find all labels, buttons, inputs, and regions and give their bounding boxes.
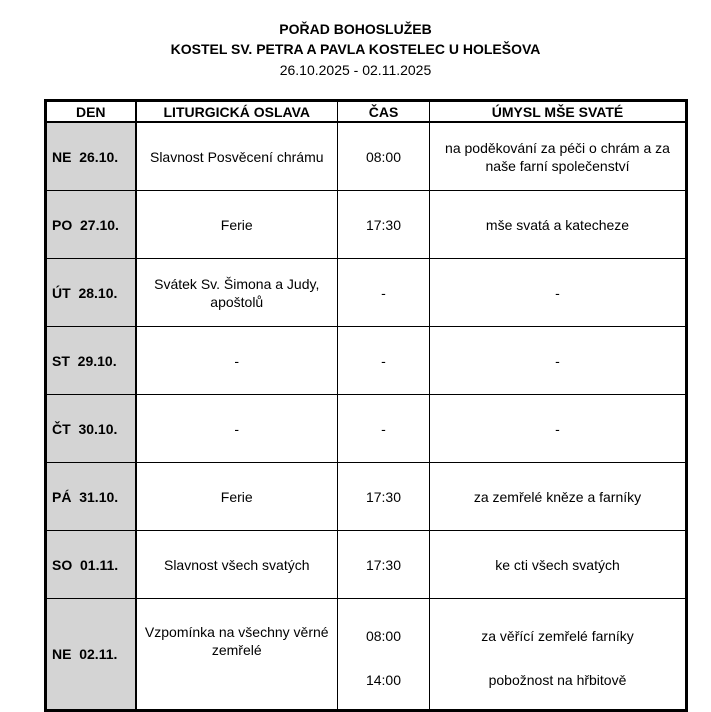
time-cell: 17:30 <box>337 190 430 259</box>
intention-cell: - <box>429 326 687 395</box>
day-cell: PÁ 31.10. <box>45 462 137 531</box>
table-row: NE 26.10. Slavnost Posvěcení chrámu 08:00 n… <box>45 121 687 191</box>
column-header-celebration: LITURGICKÁ OSLAVA <box>135 100 338 123</box>
day-cell: ÚT 28.10. <box>45 258 137 327</box>
celebration-cell: - <box>135 394 338 463</box>
table-row: PÁ 31.10. Ferie 17:30 za zemřelé kněze a fa… <box>45 462 687 531</box>
mass-time: 08:00 <box>365 628 402 644</box>
column-header-time: ČAS <box>337 100 430 123</box>
celebration-cell: Ferie <box>135 190 338 259</box>
table-row: NE 02.11. Vzpomínka na všechny věrné zemř… <box>45 598 687 711</box>
time-cell: - <box>337 258 430 327</box>
day-cell: PO 27.10. <box>45 190 137 259</box>
celebration-cell: - <box>135 326 338 395</box>
church-name: KOSTEL SV. PETRA A PAVLA KOSTELEC U HOLE… <box>170 41 541 57</box>
intention-cell: - <box>429 258 687 327</box>
celebration-cell: Slavnost Posvěcení chrámu <box>135 121 338 191</box>
day-cell: SO 01.11. <box>45 530 137 599</box>
celebration-cell: Slavnost všech svatých <box>135 530 338 599</box>
time-cell: 17:30 <box>337 530 430 599</box>
time-cell: - <box>337 394 430 463</box>
document-title: POŘAD BOHOSLUŽEB <box>279 21 432 37</box>
celebration-cell: Svátek Sv. Šimona a Judy, apoštolů <box>135 258 338 327</box>
celebration-cell: Vzpomínka na všechny věrné zemřelé <box>135 598 338 711</box>
intention-cell: za věřící zemřelé farníky pobožnost na hř… <box>429 598 687 711</box>
intention-cell: mše svatá a katecheze <box>429 190 687 259</box>
mass-time: 14:00 <box>365 672 402 688</box>
time-cell: 17:30 <box>337 462 430 531</box>
day-cell: ST 29.10. <box>45 326 137 395</box>
time-cell: 08:00 <box>337 121 430 191</box>
schedule-table: DEN LITURGICKÁ OSLAVA ČAS ÚMYSL MŠE SVAT… <box>44 99 688 712</box>
intention-cell: ke cti všech svatých <box>429 530 687 599</box>
celebration-cell: Ferie <box>135 462 338 531</box>
column-header-intention: ÚMYSL MŠE SVATÉ <box>429 100 687 123</box>
table-row: ČT 30.10. - - - <box>45 394 687 463</box>
table-row: ST 29.10. - - - <box>45 326 687 395</box>
intention-cell: - <box>429 394 687 463</box>
intention-cell: na poděkování za péči o chrám a za naše … <box>429 121 687 191</box>
table-header-row: DEN LITURGICKÁ OSLAVA ČAS ÚMYSL MŠE SVAT… <box>45 100 687 123</box>
column-header-day: DEN <box>45 100 137 123</box>
intention-cell: za zemřelé kněze a farníky <box>429 462 687 531</box>
time-cell: - <box>337 326 430 395</box>
table-row: ÚT 28.10. Svátek Sv. Šimona a Judy, apošt… <box>45 258 687 327</box>
date-range: 26.10.2025 - 02.11.2025 <box>279 62 432 78</box>
table-row: PO 27.10. Ferie 17:30 mše svatá a katecheze <box>45 190 687 259</box>
mass-intention: pobožnost na hřbitově <box>488 672 627 688</box>
time-cell: 08:00 14:00 <box>337 598 430 711</box>
day-cell: NE 02.11. <box>45 598 137 711</box>
table-row: SO 01.11. Slavnost všech svatých 17:30 ke c… <box>45 530 687 599</box>
mass-intention: za věřící zemřelé farníky <box>481 628 634 644</box>
day-cell: ČT 30.10. <box>45 394 137 463</box>
day-cell: NE 26.10. <box>45 121 137 191</box>
